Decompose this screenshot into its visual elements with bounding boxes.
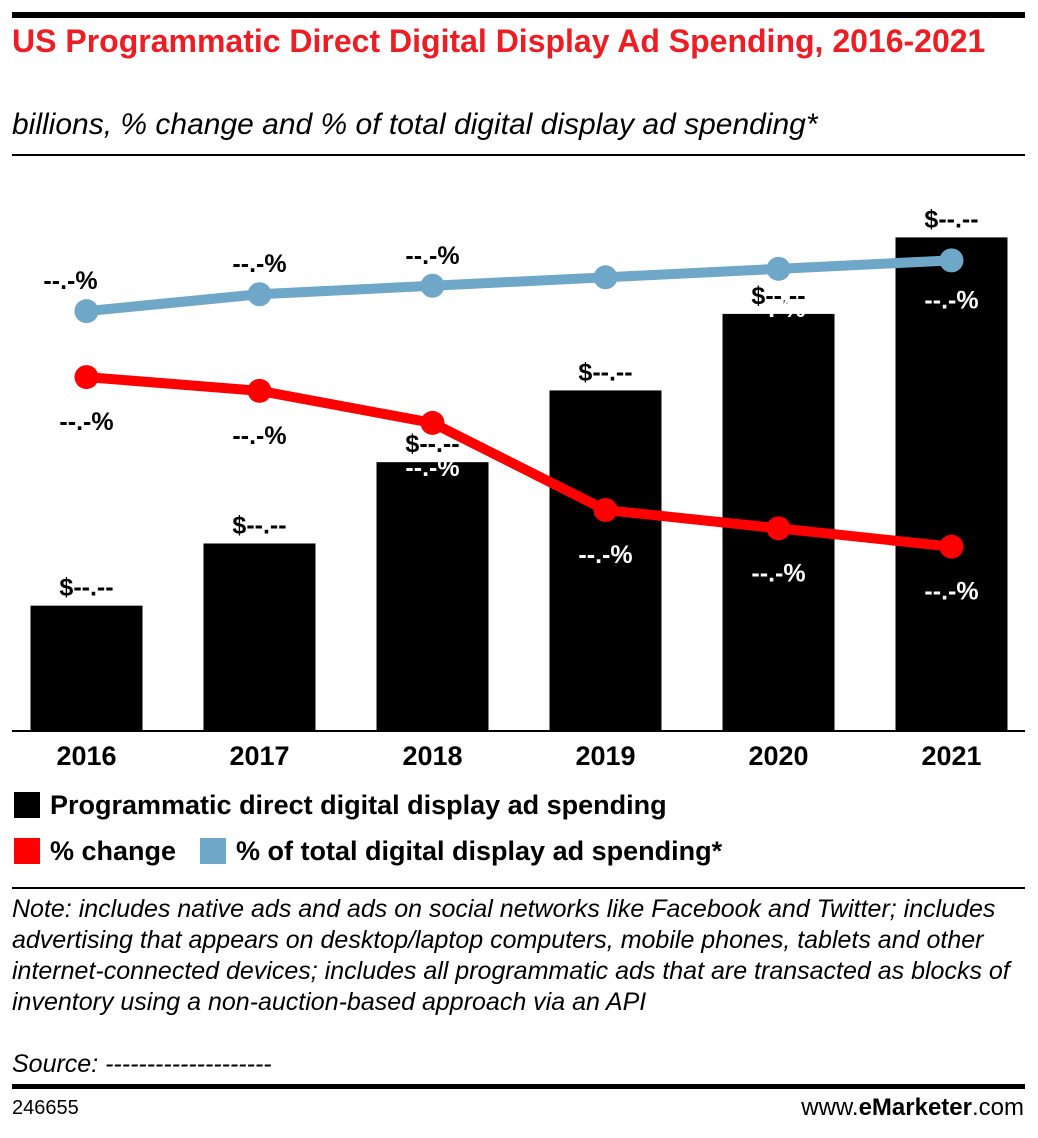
note-rule <box>12 887 1025 889</box>
x-tick-label: 2019 <box>575 741 635 771</box>
share-point <box>420 273 445 298</box>
bar <box>203 543 316 730</box>
chart: $--.--$--.--$--.--$--.--$--.--$--.--2016… <box>12 205 1025 771</box>
bar-value-label: $--.-- <box>751 282 805 310</box>
change-point-label: --.-% <box>59 408 113 436</box>
change-point <box>74 365 99 390</box>
bar <box>376 462 489 730</box>
change-point <box>420 410 445 435</box>
bar-value-label: $--.-- <box>59 574 113 602</box>
bar-value-label: $--.-- <box>232 511 286 539</box>
bar-value-label: $--.-- <box>924 205 978 233</box>
brand-url[interactable]: www.eMarketer.com <box>801 1094 1024 1122</box>
share-point-label: --.-% <box>43 267 97 295</box>
share-point <box>247 282 272 307</box>
legend-item-spending: Programmatic direct digital display ad s… <box>14 790 667 821</box>
legend-label-change: % change <box>50 835 177 866</box>
legend-row-1: Programmatic direct digital display ad s… <box>14 787 691 823</box>
legend-label-share: % of total digital display ad spending* <box>236 835 723 866</box>
legend-row-2: % change % of total digital display ad s… <box>14 833 746 869</box>
top-rule <box>12 12 1025 18</box>
legend-item-share: % of total digital display ad spending* <box>200 836 722 867</box>
x-tick-label: 2018 <box>402 741 462 771</box>
chart-id: 246655 <box>12 1097 79 1119</box>
share-point-label: --.-% <box>578 303 632 331</box>
x-tick-label: 2017 <box>229 741 289 771</box>
footnote: Note: includes native ads and ads on soc… <box>12 895 1010 1016</box>
share-line <box>81 255 957 317</box>
share-point <box>939 248 964 273</box>
bar-value-label: $--.-- <box>578 358 632 386</box>
change-point-label: --.-% <box>578 541 632 569</box>
brand-suffix: .com <box>971 1094 1024 1121</box>
x-tick-label: 2021 <box>921 741 981 771</box>
brand-name: eMarketer <box>858 1094 972 1121</box>
legend-swatch-spending <box>14 792 40 818</box>
bar <box>895 237 1008 730</box>
change-point-label: --.-% <box>751 559 805 587</box>
bottom-rule <box>12 1084 1025 1089</box>
legend-label-spending: Programmatic direct digital display ad s… <box>50 789 667 820</box>
change-point <box>247 378 272 403</box>
x-tick-label: 2020 <box>748 741 808 771</box>
change-point <box>939 534 964 559</box>
share-point <box>74 299 99 324</box>
subtitle-rule <box>12 154 1025 156</box>
source-line: Source: -------------------- <box>12 1050 272 1078</box>
x-tick-label: 2016 <box>56 741 116 771</box>
change-point <box>593 498 618 522</box>
legend-item-change: % change <box>14 836 176 867</box>
change-point-label: --.-% <box>405 454 459 482</box>
change-line <box>81 372 957 552</box>
change-point-label: --.-% <box>232 422 286 450</box>
legend-swatch-change <box>14 838 40 864</box>
legend-swatch-share <box>200 838 227 864</box>
share-point-label: --.-% <box>405 242 459 270</box>
brand-prefix: www. <box>801 1094 859 1121</box>
change-point-label: --.-% <box>924 578 978 606</box>
share-point-label: --.-% <box>924 286 978 314</box>
chart-subtitle: billions, % change and % of total digita… <box>12 108 818 141</box>
change-point <box>766 516 791 541</box>
bar <box>549 390 662 730</box>
share-point-label: --.-% <box>751 295 805 323</box>
share-point <box>766 256 791 281</box>
chart-title: US Programmatic Direct Digital Display A… <box>12 23 986 59</box>
share-point <box>593 265 618 290</box>
share-point-label: --.-% <box>232 250 286 278</box>
x-axis-line <box>12 730 1025 732</box>
bar <box>30 605 143 730</box>
